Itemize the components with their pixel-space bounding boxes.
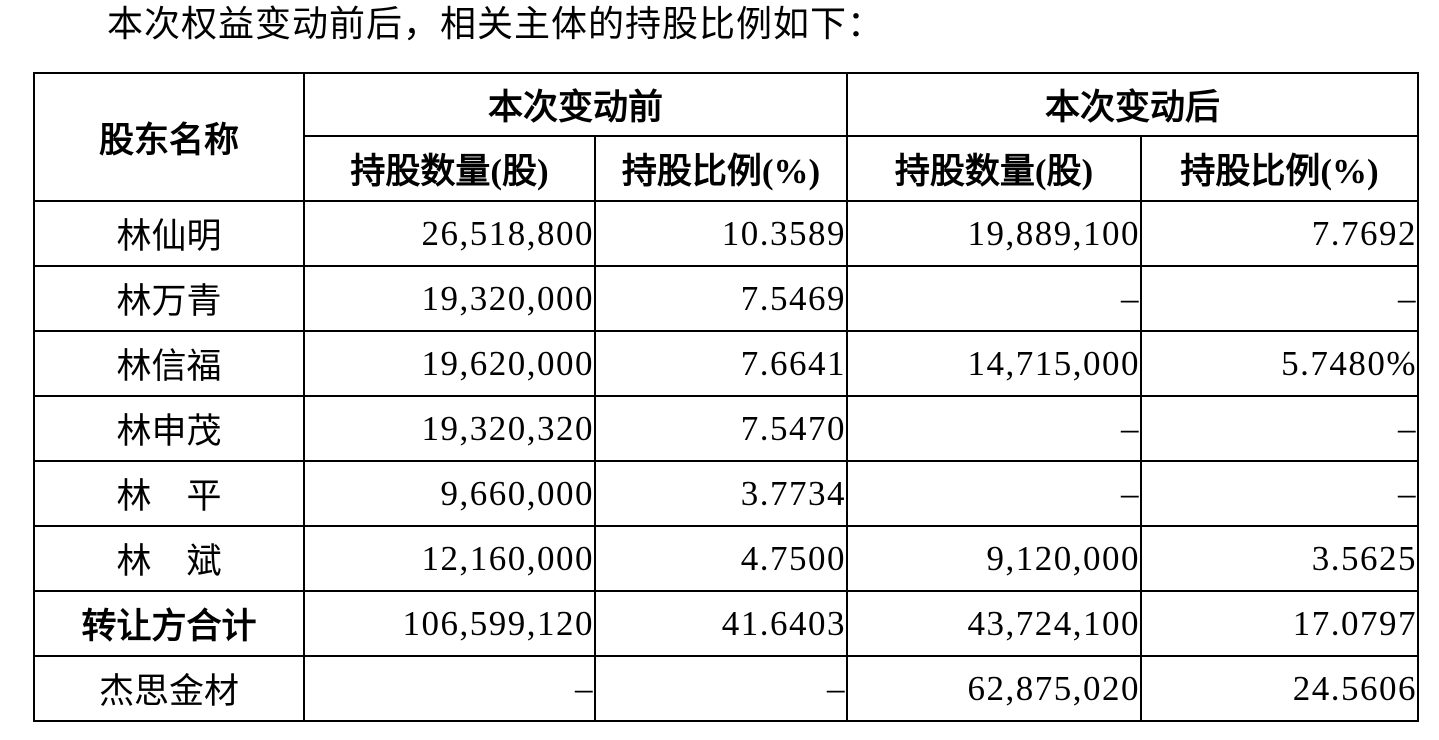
after-pct: 3.5625 <box>1140 525 1420 592</box>
table-row: 林仙明 26,518,800 10.3589 19,889,100 7.7692 <box>33 200 1420 267</box>
shareholder-name: 林 平 <box>33 460 305 527</box>
before-qty: 106,599,120 <box>303 590 596 657</box>
header-after-pct: 持股比例(%) <box>1140 135 1420 202</box>
before-pct: 7.6641 <box>593 330 849 397</box>
before-qty: 19,620,000 <box>303 330 596 397</box>
intro-text: 本次权益变动前后，相关主体的持股比例如下： <box>107 4 885 44</box>
shareholder-name: 林申茂 <box>33 395 305 462</box>
after-qty: – <box>846 395 1143 462</box>
before-qty: 19,320,000 <box>303 265 596 332</box>
header-before-qty: 持股数量(股) <box>303 135 596 202</box>
before-pct: 7.5469 <box>593 265 849 332</box>
table-row: 林万青 19,320,000 7.5469 – – <box>33 265 1420 332</box>
before-qty: 26,518,800 <box>303 200 596 267</box>
after-qty: 62,875,020 <box>846 655 1143 722</box>
shareholder-name: 杰思金材 <box>33 655 305 722</box>
after-qty: 9,120,000 <box>846 525 1143 592</box>
shareholder-name: 林 斌 <box>33 525 305 592</box>
after-qty: 14,715,000 <box>846 330 1143 397</box>
before-pct: – <box>593 655 849 722</box>
shareholder-name: 林信福 <box>33 330 305 397</box>
after-pct: – <box>1140 395 1420 462</box>
after-qty: 19,889,100 <box>846 200 1143 267</box>
before-qty: 9,660,000 <box>303 460 596 527</box>
header-sub-row: 持股数量(股) 持股比例(%) 持股数量(股) 持股比例(%) <box>34 135 1420 202</box>
before-qty: 19,320,320 <box>303 395 596 462</box>
after-pct: – <box>1140 460 1420 527</box>
before-qty: – <box>303 655 596 722</box>
before-pct: 7.5470 <box>593 395 849 462</box>
table-row: 杰思金材 – – 62,875,020 24.5606 <box>33 655 1420 722</box>
table-row: 林申茂 19,320,320 7.5470 – – <box>33 395 1420 462</box>
shareholder-name: 林仙明 <box>33 200 305 267</box>
header-after-qty: 持股数量(股) <box>846 135 1143 202</box>
after-pct: – <box>1140 265 1420 332</box>
table-row: 林信福 19,620,000 7.6641 14,715,000 5.7480% <box>33 330 1420 397</box>
shareholder-name: 林万青 <box>33 265 305 332</box>
table-row-total: 转让方合计 106,599,120 41.6403 43,724,100 17.… <box>33 590 1420 657</box>
after-qty: – <box>846 265 1143 332</box>
after-qty: – <box>846 460 1143 527</box>
header-shareholder: 股东名称 <box>33 72 305 202</box>
header-after-group: 本次变动后 <box>846 72 1420 137</box>
header-before-group: 本次变动前 <box>302 72 849 137</box>
shareholder-name: 转让方合计 <box>33 590 305 657</box>
before-qty: 12,160,000 <box>303 525 596 592</box>
after-pct: 7.7692 <box>1140 200 1420 267</box>
before-pct: 10.3589 <box>593 200 849 267</box>
table-row: 林 斌 12,160,000 4.7500 9,120,000 3.5625 <box>33 525 1420 592</box>
before-pct: 41.6403 <box>593 590 849 657</box>
after-pct: 24.5606 <box>1140 655 1420 722</box>
header-group-row: 股东名称 本次变动前 本次变动后 <box>33 72 1420 202</box>
after-pct: 17.0797 <box>1140 590 1420 657</box>
table-row: 林 平 9,660,000 3.7734 – – <box>33 460 1420 527</box>
after-pct: 5.7480% <box>1140 330 1420 397</box>
before-pct: 3.7734 <box>593 460 849 527</box>
shareholding-table: 股东名称 本次变动前 本次变动后 持股数量(股) 持股比例(%) 持股数量(股)… <box>33 72 1420 722</box>
before-pct: 4.7500 <box>593 525 849 592</box>
header-before-pct: 持股比例(%) <box>593 135 849 202</box>
after-qty: 43,724,100 <box>846 590 1143 657</box>
